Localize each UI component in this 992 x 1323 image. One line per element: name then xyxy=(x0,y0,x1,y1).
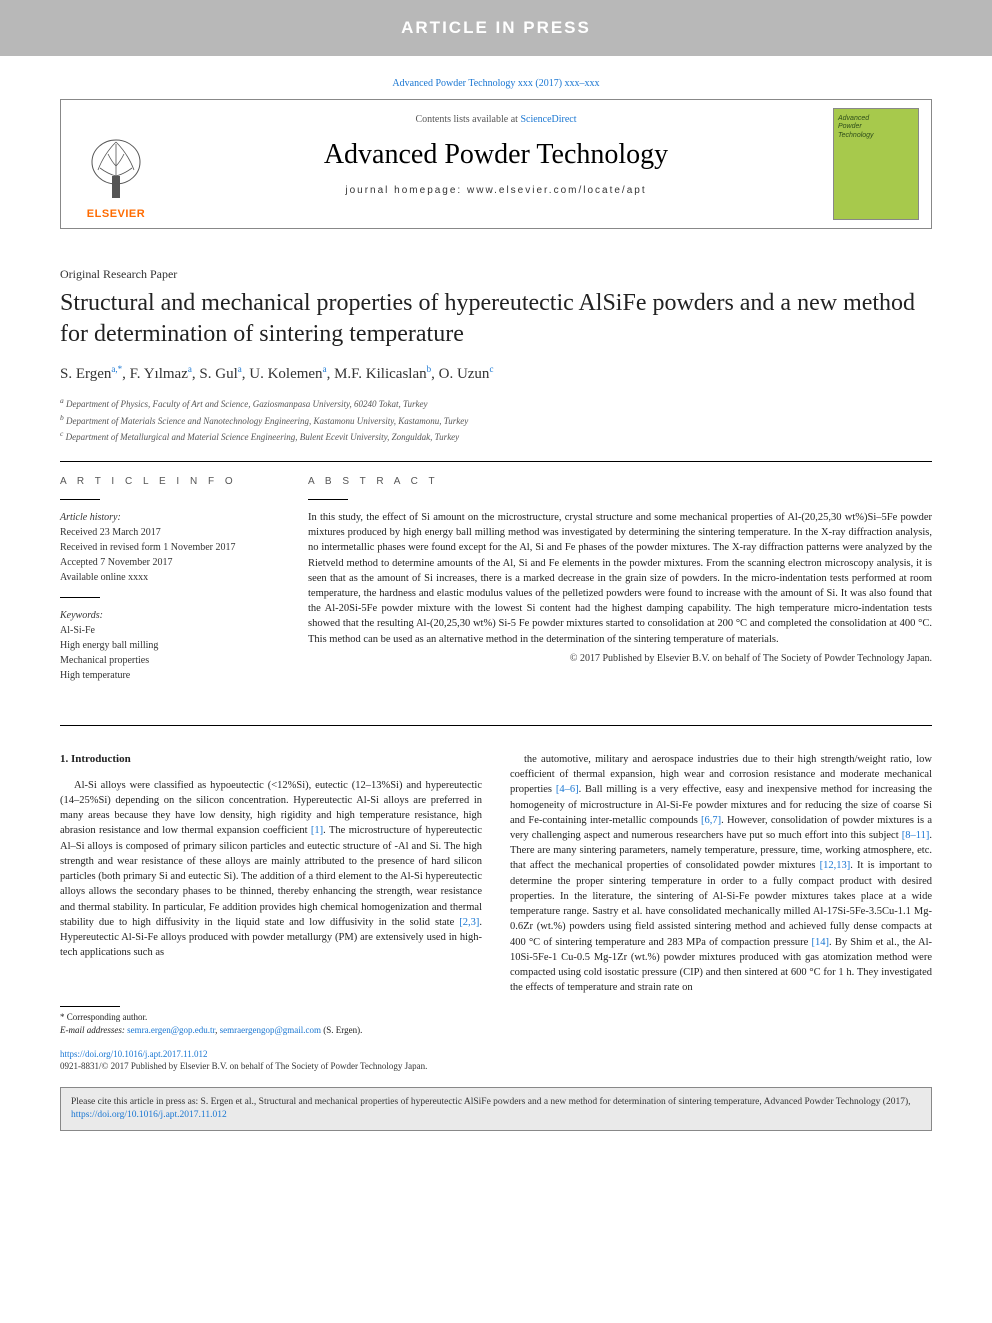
journal-cover-thumbnail: Advanced Powder Technology xyxy=(833,108,919,220)
journal-name: Advanced Powder Technology xyxy=(179,125,813,185)
affiliation-line: b Department of Materials Science and Na… xyxy=(60,412,932,429)
history-line: Accepted 7 November 2017 xyxy=(60,555,272,570)
keyword-line: High temperature xyxy=(60,668,272,683)
doi-block: https://doi.org/10.1016/j.apt.2017.11.01… xyxy=(60,1048,932,1073)
body-paragraph: Al-Si alloys were classified as hypoeute… xyxy=(60,778,482,961)
contents-line: Contents lists available at ScienceDirec… xyxy=(179,114,813,125)
body-column-left: 1. Introduction Al-Si alloys were classi… xyxy=(60,752,482,1038)
journal-cover-box: Advanced Powder Technology xyxy=(821,100,931,228)
paper-type: Original Research Paper xyxy=(60,267,932,282)
body-column-right: the automotive, military and aerospace i… xyxy=(510,752,932,1038)
keyword-line: Al-Si-Fe xyxy=(60,623,272,638)
author-email-link[interactable]: semra.ergen@gop.edu.tr xyxy=(127,1025,215,1035)
elsevier-label: ELSEVIER xyxy=(87,208,145,220)
elsevier-tree-icon xyxy=(76,128,156,208)
footnote-divider xyxy=(60,1006,120,1007)
section-heading-introduction: 1. Introduction xyxy=(60,752,482,768)
keywords-block: Keywords: Al-Si-FeHigh energy ball milli… xyxy=(60,608,272,683)
issn-copyright-line: 0921-8831/© 2017 Published by Elsevier B… xyxy=(60,1061,427,1071)
email-line: E-mail addresses: semra.ergen@gop.edu.tr… xyxy=(60,1024,482,1037)
journal-masthead: ELSEVIER Contents lists available at Sci… xyxy=(60,99,932,229)
corresponding-author-note: * Corresponding author. xyxy=(60,1011,482,1024)
abstract-copyright: © 2017 Published by Elsevier B.V. on beh… xyxy=(308,653,932,664)
affiliation-line: a Department of Physics, Faculty of Art … xyxy=(60,395,932,412)
info-abstract-row: A R T I C L E I N F O Article history: R… xyxy=(60,462,932,709)
abstract-heading: A B S T R A C T xyxy=(308,476,932,487)
mini-divider xyxy=(308,499,348,500)
abstract-column: A B S T R A C T In this study, the effec… xyxy=(290,462,932,709)
cite-this-article-box: Please cite this article in press as: S.… xyxy=(60,1087,932,1132)
section-divider xyxy=(60,725,932,726)
elsevier-logo-box: ELSEVIER xyxy=(61,100,171,228)
homepage-line: journal homepage: www.elsevier.com/locat… xyxy=(179,185,813,196)
masthead-center: Contents lists available at ScienceDirec… xyxy=(171,100,821,228)
article-info-column: A R T I C L E I N F O Article history: R… xyxy=(60,462,290,709)
mini-divider xyxy=(60,597,100,598)
journal-homepage-url: www.elsevier.com/locate/apt xyxy=(467,185,647,196)
history-line: Received in revised form 1 November 2017 xyxy=(60,540,272,555)
article-in-press-banner: ARTICLE IN PRESS xyxy=(0,0,992,56)
author-email-link[interactable]: semraergengop@gmail.com xyxy=(220,1025,321,1035)
article-history-block: Article history: Received 23 March 2017R… xyxy=(60,510,272,585)
article-info-heading: A R T I C L E I N F O xyxy=(60,476,272,487)
author-list: S. Ergena,*, F. Yılmaza, S. Gula, U. Kol… xyxy=(60,364,932,383)
abstract-text: In this study, the effect of Si amount o… xyxy=(308,510,932,647)
keyword-line: Mechanical properties xyxy=(60,653,272,668)
citation-line: Advanced Powder Technology xxx (2017) xx… xyxy=(0,56,992,99)
history-line: Received 23 March 2017 xyxy=(60,525,272,540)
affiliations: a Department of Physics, Faculty of Art … xyxy=(60,395,932,445)
mini-divider xyxy=(60,499,100,500)
article-title: Structural and mechanical properties of … xyxy=(60,288,932,350)
affiliation-line: c Department of Metallurgical and Materi… xyxy=(60,428,932,445)
body-paragraph: the automotive, military and aerospace i… xyxy=(510,752,932,996)
banner-text: ARTICLE IN PRESS xyxy=(401,18,591,37)
history-line: Available online xxxx xyxy=(60,570,272,585)
footnote-block: * Corresponding author. E-mail addresses… xyxy=(60,1006,482,1037)
body-columns: 1. Introduction Al-Si alloys were classi… xyxy=(60,752,932,1038)
doi-link[interactable]: https://doi.org/10.1016/j.apt.2017.11.01… xyxy=(60,1049,208,1059)
keyword-line: High energy ball milling xyxy=(60,638,272,653)
cite-doi-link[interactable]: https://doi.org/10.1016/j.apt.2017.11.01… xyxy=(71,1110,227,1120)
sciencedirect-link[interactable]: ScienceDirect xyxy=(520,114,576,125)
